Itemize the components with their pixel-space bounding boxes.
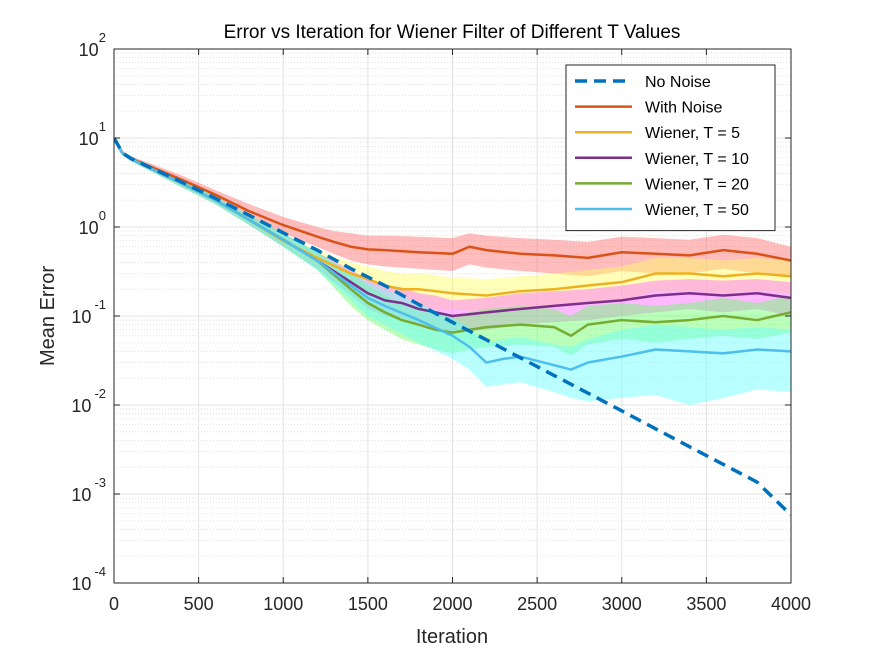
x-tick-label: 3000	[602, 594, 642, 614]
legend-item: Wiener, T = 5	[575, 125, 740, 142]
y-tick-base: 10	[79, 218, 99, 238]
x-tick-label: 0	[109, 594, 119, 614]
y-axis-title: Mean Error	[37, 266, 59, 366]
series-line-0	[114, 137, 791, 517]
legend-label: Wiener, T = 20	[645, 176, 749, 193]
y-tick-base: 10	[79, 129, 99, 149]
y-tick-base: 10	[79, 40, 99, 60]
y-tick-base: 10	[71, 307, 91, 327]
legend-item: Wiener, T = 10	[575, 151, 749, 168]
series-band-1	[114, 138, 791, 278]
y-tick-label: 210	[79, 30, 106, 60]
x-tick-label: 2000	[432, 594, 472, 614]
y-tick-exponent: -2	[94, 386, 106, 401]
y-tick-exponent: 1	[99, 119, 106, 134]
y-tick-exponent: -3	[94, 475, 106, 490]
y-tick-label: 010	[79, 208, 106, 238]
legend-item: No Noise	[575, 74, 711, 91]
series-band-5	[114, 138, 791, 405]
series-line-1	[114, 137, 791, 262]
y-tick-exponent: -1	[94, 297, 106, 312]
y-tick-label: -310	[71, 475, 106, 505]
legend-label: With Noise	[645, 100, 722, 117]
y-tick-label: -210	[71, 386, 106, 416]
y-tick-exponent: 2	[99, 30, 106, 45]
series-band-2	[114, 138, 791, 313]
legend-label: No Noise	[645, 74, 711, 91]
y-tick-label: 110	[79, 119, 106, 149]
series-band-4	[114, 138, 791, 356]
y-tick-exponent: -4	[94, 564, 106, 579]
legend-label: Wiener, T = 50	[645, 202, 749, 219]
y-tick-exponent: 0	[99, 208, 106, 223]
legend-item: Wiener, T = 50	[575, 202, 749, 219]
x-tick-label: 2500	[517, 594, 557, 614]
legend-box	[565, 64, 776, 232]
x-tick-label: 4000	[771, 594, 811, 614]
data-layer	[114, 137, 791, 517]
legend-label: Wiener, T = 5	[645, 125, 740, 142]
x-tick-label: 500	[184, 594, 214, 614]
x-tick-label: 1500	[348, 594, 388, 614]
legend-item: Wiener, T = 20	[575, 176, 749, 193]
x-tick-label: 3500	[686, 594, 726, 614]
x-axis-title: Iteration	[416, 626, 488, 648]
legend-label: Wiener, T = 10	[645, 151, 749, 168]
x-axis: 0 500 1000 1500 2000 2500 3000 3500 4000	[109, 49, 811, 614]
y-tick-base: 10	[71, 485, 91, 505]
y-tick-label: -410	[71, 564, 106, 594]
y-tick-base: 10	[71, 574, 91, 594]
x-tick-label: 1000	[263, 594, 303, 614]
legend-item: With Noise	[575, 100, 722, 117]
y-tick-label: -110	[71, 297, 106, 327]
y-tick-base: 10	[71, 396, 91, 416]
legend: No Noise With Noise Wiener, T = 5 Wiener, T…	[565, 64, 776, 232]
chart-title: Error vs Iteration for Wiener Filter of …	[224, 22, 681, 43]
